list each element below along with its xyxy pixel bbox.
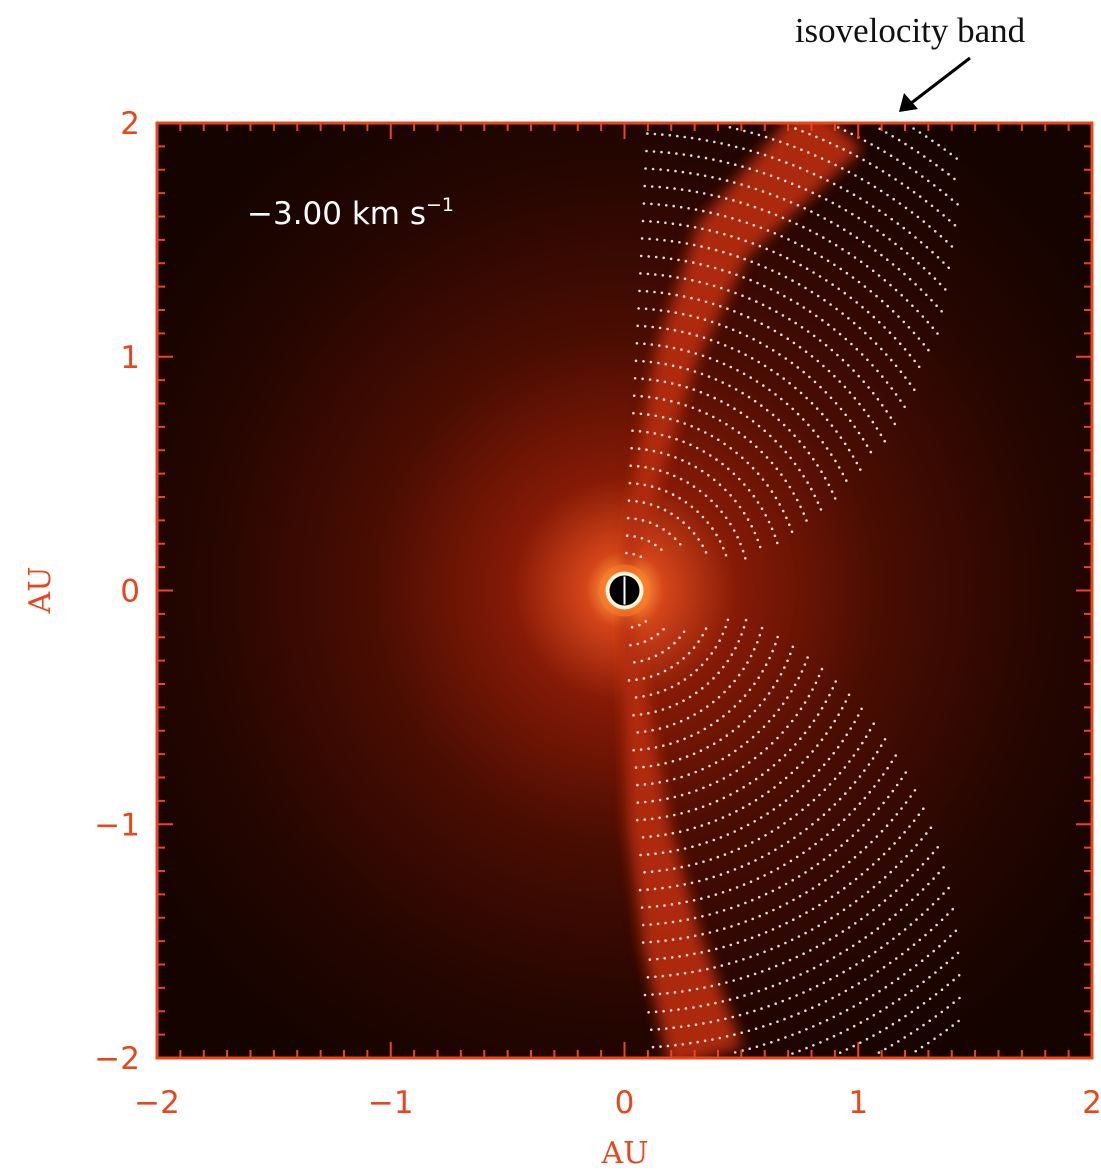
y-tick-label: 2 [120, 106, 140, 142]
dotted-arc [639, 254, 907, 927]
dotted-arc [644, 167, 945, 1014]
dotted-arc [642, 202, 933, 979]
dotted-arc [629, 464, 748, 717]
x-tick-label: −2 [134, 1085, 180, 1121]
y-tick-label: −1 [94, 807, 140, 843]
dotted-arc [634, 359, 837, 822]
dotted-arc [628, 481, 730, 699]
dotted-arc [633, 377, 824, 804]
x-tick-label: 1 [848, 1085, 868, 1121]
y-axis-title: AU [23, 567, 58, 615]
x-tick-label: 0 [615, 1085, 635, 1121]
isovelocity-band-lower [620, 601, 743, 1058]
tick-labels: −2 −1 0 1 2 −2 −1 0 1 2 [94, 106, 1101, 1121]
dotted-arc [640, 237, 917, 944]
dotted-arc [630, 446, 764, 734]
x-tick-label: −1 [368, 1085, 414, 1121]
dotted-arc [643, 184, 939, 997]
dotted-arc [646, 132, 954, 1049]
dotted-arc [637, 307, 875, 874]
central-source [598, 564, 651, 617]
dotted-arc [626, 516, 686, 664]
dotted-arc [636, 324, 863, 857]
dotted-arc [632, 394, 809, 787]
dotted-arc [836, 126, 961, 1054]
dotted-arc [625, 551, 648, 629]
dotted-arc [877, 127, 961, 1054]
annotation-arrow [899, 56, 971, 112]
dotted-arc [627, 499, 708, 682]
dotted-arcs [625, 126, 961, 1055]
velocity-unit-exponent: −1 [426, 194, 454, 216]
dotted-arc [635, 342, 851, 839]
velocity-label: −3.00 km s−1 [247, 194, 454, 232]
plot-area [157, 123, 1092, 1058]
plot-frame [155, 121, 1094, 1060]
y-tick-label: 1 [120, 340, 140, 376]
dotted-arc [638, 289, 887, 892]
dotted-arc [639, 272, 897, 909]
y-tick-label: −2 [94, 1041, 140, 1077]
dotted-arc [791, 127, 960, 1055]
dotted-arc [632, 411, 795, 769]
annotation-label: isovelocity band [795, 11, 1026, 50]
dotted-arc [641, 219, 925, 961]
dotted-arc [645, 149, 950, 1031]
dotted-arc [631, 429, 779, 752]
velocity-value: −3.00 km s [247, 196, 426, 232]
dotted-arc [625, 534, 665, 647]
x-axis-title: AU [601, 1136, 649, 1171]
isovelocity-band [620, 123, 863, 1058]
x-tick-label: 2 [1082, 1085, 1101, 1121]
isovelocity-band-upper [620, 123, 863, 580]
dotted-arc [728, 126, 958, 1054]
y-tick-label: 0 [120, 574, 140, 610]
dotted-arc [912, 127, 960, 1053]
